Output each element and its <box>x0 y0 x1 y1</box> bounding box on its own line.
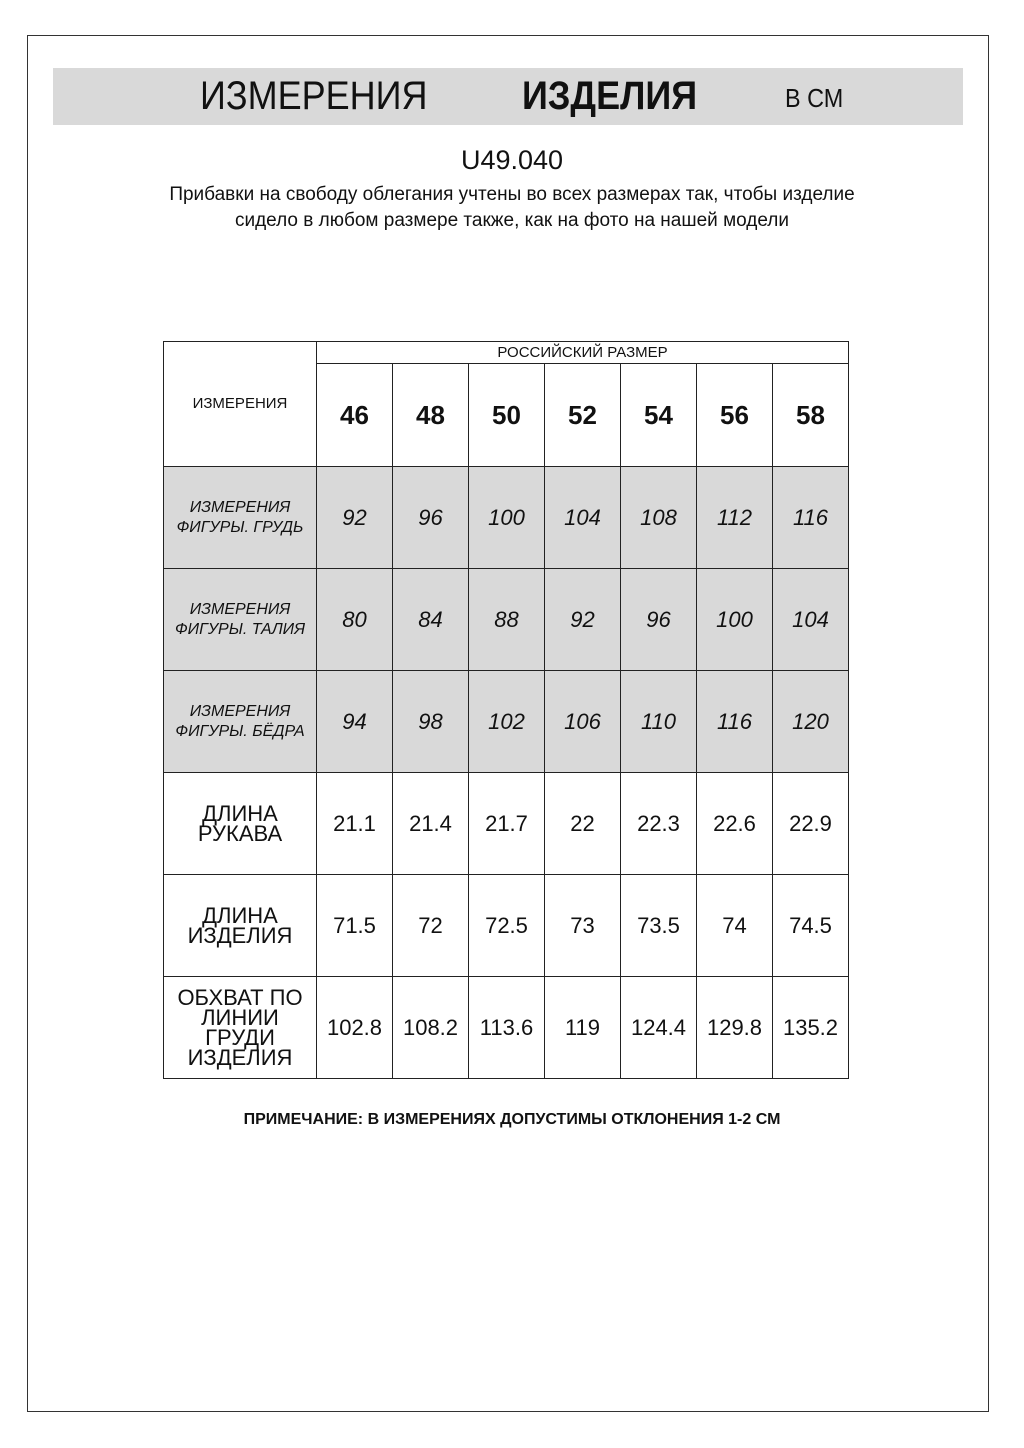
table-cell: 113.6 <box>468 976 545 1079</box>
table-row: ДЛИНА РУКАВА 21.1 21.4 21.7 22 22.3 22.6 22.9 <box>163 772 849 875</box>
title-bar <box>53 68 963 125</box>
table-cell: 98 <box>392 670 469 773</box>
table-cell: 120 <box>772 670 849 773</box>
size-header: 50 <box>468 363 545 467</box>
table-cell: 84 <box>392 568 469 671</box>
table-row: ИЗМЕРЕНИЯ ФИГУРЫ. БЁДРА 94 98 102 106 110 116 1… <box>163 670 849 773</box>
size-header: 56 <box>696 363 773 467</box>
table-row: ИЗМЕРЕНИЯ ФИГУРЫ. ТАЛИЯ 80 84 88 92 96 100 104 <box>163 568 849 671</box>
table-cell: 96 <box>620 568 697 671</box>
table-cell: 108 <box>620 466 697 569</box>
corner-label: ИЗМЕРЕНИЯ <box>163 341 317 467</box>
table-cell: 88 <box>468 568 545 671</box>
table-cell: 100 <box>696 568 773 671</box>
row-label: ДЛИНА РУКАВА <box>163 772 317 875</box>
row-label: ИЗМЕРЕНИЯ ФИГУРЫ. ГРУДЬ <box>163 466 317 569</box>
table-cell: 102 <box>468 670 545 773</box>
table-cell: 104 <box>772 568 849 671</box>
table-cell: 21.7 <box>468 772 545 875</box>
table-cell: 72 <box>392 874 469 977</box>
header-row-group: ИЗМЕРЕНИЯ РОССИЙСКИЙ РАЗМЕР <box>163 341 849 467</box>
table-cell: 72.5 <box>468 874 545 977</box>
row-label: ИЗМЕРЕНИЯ ФИГУРЫ. ТАЛИЯ <box>163 568 317 671</box>
row-label: ИЗМЕРЕНИЯ ФИГУРЫ. БЁДРА <box>163 670 317 773</box>
table-cell: 110 <box>620 670 697 773</box>
description: Прибавки на свободу облегания учтены во … <box>169 184 855 231</box>
table-cell: 74 <box>696 874 773 977</box>
table-cell: 119 <box>544 976 621 1079</box>
table-row: ИЗМЕРЕНИЯ ФИГУРЫ. ГРУДЬ 92 96 100 104 108 112 1… <box>163 466 849 569</box>
table-cell: 21.1 <box>316 772 393 875</box>
table-cell: 22.9 <box>772 772 849 875</box>
table-cell: 135.2 <box>772 976 849 1079</box>
table-cell: 80 <box>316 568 393 671</box>
table-cell: 102.8 <box>316 976 393 1079</box>
table-cell: 71.5 <box>316 874 393 977</box>
product-code: U49.040 <box>460 145 564 175</box>
table-cell: 100 <box>468 466 545 569</box>
table-cell: 112 <box>696 466 773 569</box>
title-regular: ИЗМЕРЕНИЯ <box>200 74 428 118</box>
table-cell: 22.3 <box>620 772 697 875</box>
table-cell: 124.4 <box>620 976 697 1079</box>
table-cell: 104 <box>544 466 621 569</box>
size-header: 58 <box>772 363 849 467</box>
note: ПРИМЕЧАНИЕ: В ИЗМЕРЕНИЯХ ДОПУСТИМЫ ОТКЛО… <box>243 1111 781 1128</box>
size-table: ИЗМЕРЕНИЯ РОССИЙСКИЙ РАЗМЕР 46 48 50 52 54 56… <box>163 341 849 1079</box>
table-row: ДЛИНА ИЗДЕЛИЯ 71.5 72 72.5 73 73.5 74 74.5 <box>163 874 849 977</box>
row-label: ДЛИНА ИЗДЕЛИЯ <box>163 874 317 977</box>
group-label: РОССИЙСКИЙ РАЗМЕР <box>316 341 849 364</box>
table-cell: 22 <box>544 772 621 875</box>
row-label: ОБХВАТ ПО ЛИНИИ ГРУДИ ИЗДЕЛИЯ <box>163 976 317 1079</box>
size-header: 54 <box>620 363 697 467</box>
title-bold: ИЗДЕЛИЯ <box>522 74 698 118</box>
table-cell: 74.5 <box>772 874 849 977</box>
size-header: 48 <box>392 363 469 467</box>
table-cell: 73 <box>544 874 621 977</box>
table-cell: 129.8 <box>696 976 773 1079</box>
table-cell: 22.6 <box>696 772 773 875</box>
title-unit: В СМ <box>785 83 844 113</box>
table-cell: 96 <box>392 466 469 569</box>
table-cell: 116 <box>696 670 773 773</box>
table-cell: 94 <box>316 670 393 773</box>
table-row: ОБХВАТ ПО ЛИНИИ ГРУДИ ИЗДЕЛИЯ 102.8 108.2 1… <box>163 976 849 1079</box>
table-cell: 116 <box>772 466 849 569</box>
size-header: 52 <box>544 363 621 467</box>
table-cell: 73.5 <box>620 874 697 977</box>
table-cell: 106 <box>544 670 621 773</box>
table-cell: 21.4 <box>392 772 469 875</box>
page-frame <box>27 35 989 1412</box>
table-cell: 92 <box>316 466 393 569</box>
table-cell: 92 <box>544 568 621 671</box>
table-cell: 108.2 <box>392 976 469 1079</box>
size-header: 46 <box>316 363 393 467</box>
